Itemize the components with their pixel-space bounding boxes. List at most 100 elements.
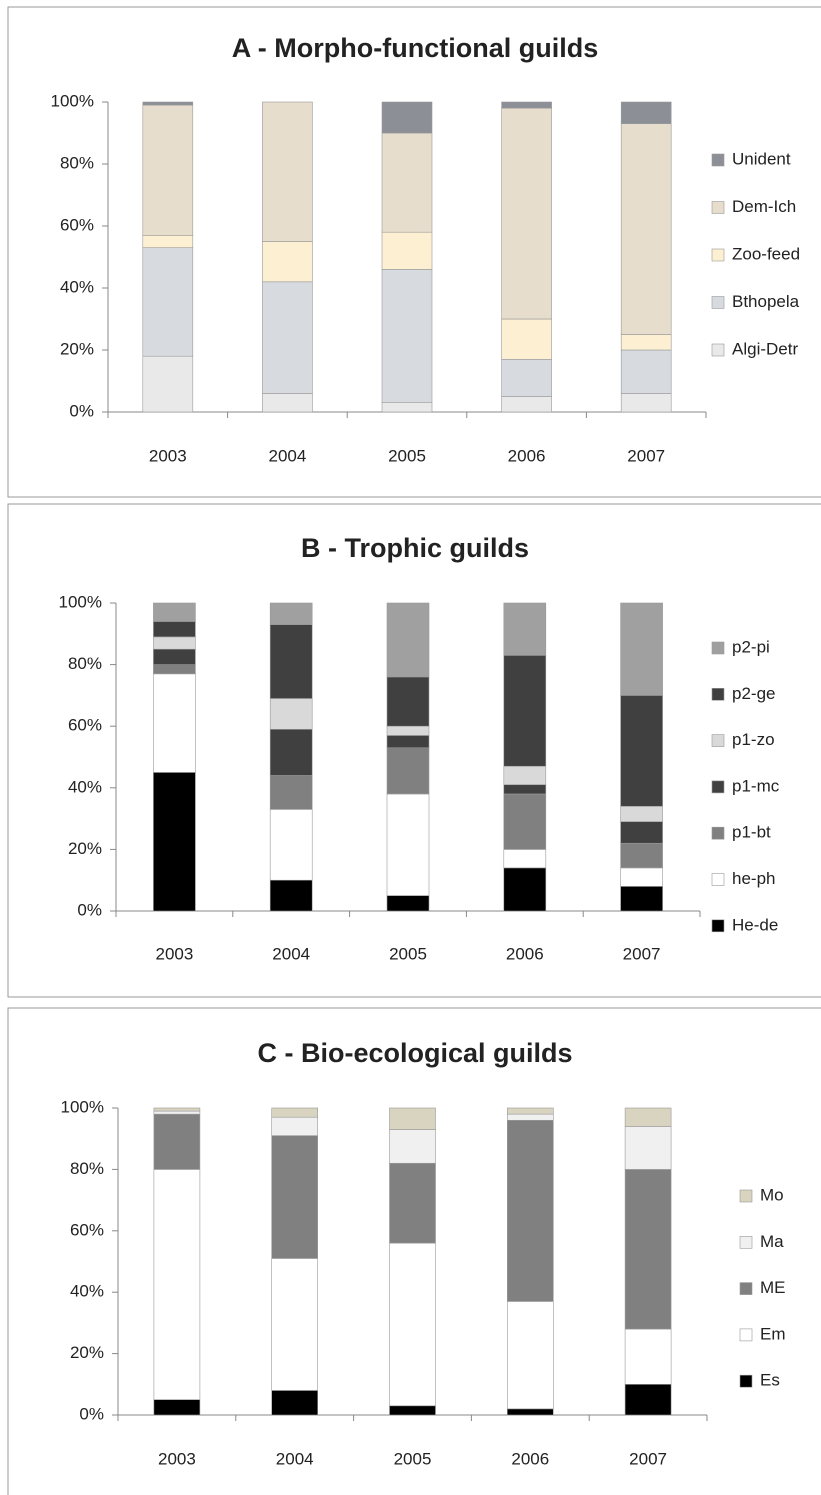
bar-segment (389, 1107, 436, 1130)
legend-label: Es (760, 1371, 780, 1390)
legend-swatch (711, 687, 725, 701)
bar-segment (389, 1129, 436, 1164)
bar-segment (620, 393, 672, 413)
legend-label: p1-mc (732, 776, 780, 795)
bar-segment (624, 1384, 672, 1416)
legend-label: Em (760, 1324, 786, 1343)
bar-segment (386, 725, 430, 736)
bar-segment (386, 793, 430, 896)
legend-swatch (711, 201, 725, 214)
bar-segment (262, 241, 313, 283)
bar-segment (501, 101, 552, 109)
bar-segment (501, 358, 552, 397)
bar-segment (153, 602, 196, 622)
legend-swatch (739, 1236, 753, 1249)
y-tick-label: 0% (79, 1404, 104, 1423)
x-tick-label: 2007 (623, 944, 661, 963)
legend-label: Bthopela (732, 292, 800, 311)
bar-segment (381, 231, 433, 270)
legend-swatch (711, 780, 725, 794)
bar-segment (620, 123, 672, 335)
legend-swatch (711, 919, 725, 933)
y-tick-label: 0% (77, 900, 102, 919)
x-tick-label: 2006 (506, 944, 544, 963)
y-tick-label: 0% (69, 401, 94, 420)
x-tick-label: 2003 (158, 1449, 196, 1468)
bar-segment (620, 867, 663, 887)
legend-label: Ma (760, 1232, 784, 1251)
bar-segment (386, 895, 430, 912)
legend-label: p2-ge (732, 684, 775, 703)
bar-segment (620, 101, 672, 125)
legend-swatch (711, 296, 725, 309)
bar-segment (620, 842, 663, 869)
y-tick-label: 60% (68, 716, 102, 735)
bar-segment (153, 648, 196, 665)
bar-segment (142, 104, 194, 236)
legend-label: p1-bt (732, 823, 771, 842)
bar-segment (153, 1110, 201, 1115)
y-tick-label: 80% (60, 153, 94, 172)
x-tick-label: 2005 (388, 446, 426, 465)
bar-segment (142, 355, 194, 413)
bar-segment (269, 809, 313, 881)
x-tick-label: 2006 (508, 446, 546, 465)
legend-label: Zoo-feed (732, 244, 800, 263)
bar-segment (506, 1113, 554, 1121)
bar-segment (381, 402, 433, 413)
bar-segment (269, 602, 313, 625)
bar-segment (620, 886, 663, 912)
legend-label: Dem-Ich (732, 197, 796, 216)
y-tick-label: 100% (51, 91, 94, 110)
bar-segment (386, 747, 430, 795)
y-tick-label: 20% (68, 839, 102, 858)
bar-segment (271, 1107, 319, 1118)
bar-segment (503, 849, 547, 869)
legend-label: Unident (732, 149, 791, 168)
bar-segment (506, 1301, 554, 1410)
bar-segment (262, 101, 313, 242)
x-tick-label: 2006 (511, 1449, 549, 1468)
bar-segment (389, 1405, 436, 1416)
bar-segment (501, 107, 552, 320)
bar-segment (262, 281, 313, 394)
bar-segment (386, 735, 430, 749)
y-tick-label: 80% (68, 654, 102, 673)
legend-swatch (739, 1282, 753, 1295)
y-tick-label: 60% (60, 215, 94, 234)
bar-segment (142, 235, 194, 249)
bar-segment (271, 1258, 319, 1391)
y-tick-label: 100% (59, 592, 102, 611)
legend-swatch (739, 1189, 753, 1203)
bar-segment (142, 247, 194, 357)
x-tick-label: 2003 (149, 446, 187, 465)
bar-segment (503, 867, 547, 912)
chart-title: A - Morpho-functional guilds (232, 33, 598, 63)
x-tick-label: 2007 (627, 446, 665, 465)
legend-label: he-ph (732, 869, 775, 888)
bar-segment (142, 101, 194, 106)
bar-segment (503, 765, 547, 786)
y-tick-label: 20% (60, 339, 94, 358)
legend-label: Algi-Detr (732, 339, 798, 358)
bar-segment (153, 1113, 201, 1170)
bar-segment (620, 334, 672, 351)
bar-segment (153, 1169, 201, 1400)
y-tick-label: 20% (70, 1343, 104, 1362)
bar-segment (269, 698, 313, 730)
bar-segment (269, 624, 313, 699)
y-tick-label: 80% (70, 1159, 104, 1178)
legend-swatch (711, 734, 725, 747)
bar-segment (386, 676, 430, 727)
bar-segment (620, 602, 663, 696)
legend-swatch (711, 873, 725, 886)
bar-segment (386, 602, 430, 678)
x-tick-label: 2005 (394, 1449, 432, 1468)
bar-segment (503, 784, 547, 795)
legend-label: Mo (760, 1185, 784, 1204)
bar-segment (624, 1126, 672, 1170)
bar-segment (271, 1116, 319, 1136)
y-tick-label: 40% (68, 777, 102, 796)
